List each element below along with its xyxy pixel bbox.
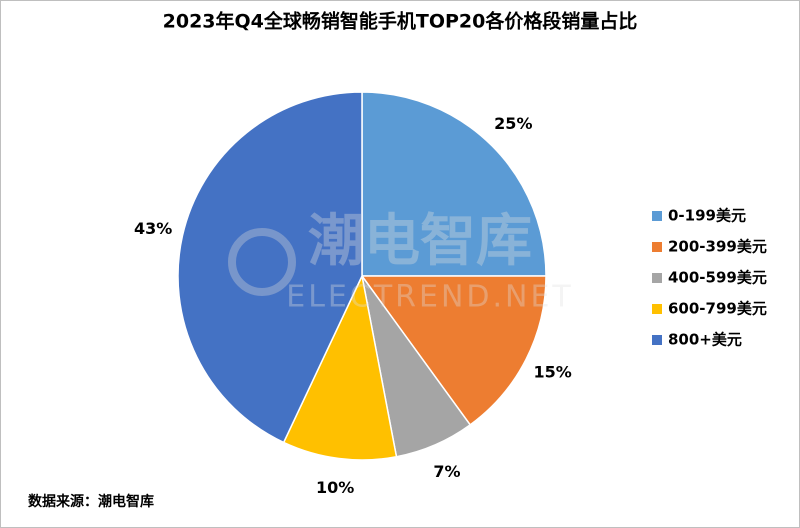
- pie-slice: [360, 275, 547, 426]
- pie: [177, 91, 547, 461]
- legend-swatch: [652, 273, 662, 283]
- pie-slice: [361, 91, 547, 277]
- legend-label: 200-399美元: [668, 238, 767, 256]
- data-label: 43%: [134, 219, 172, 238]
- watermark-text: 潮电智库: [308, 209, 532, 274]
- pie-slice: [177, 91, 363, 444]
- legend-swatch: [652, 304, 662, 314]
- legend-swatch: [652, 335, 662, 345]
- watermark-sub: ELECTREND.NET: [286, 280, 574, 315]
- watermark-logo: [228, 228, 296, 296]
- watermark: 潮电智库 ELECTREND.NET: [228, 209, 574, 315]
- pie-slice: [282, 273, 398, 461]
- legend-swatch: [652, 211, 662, 221]
- chart-title: 2023年Q4全球畅销智能手机TOP20各价格段销量占比: [163, 10, 638, 33]
- data-label: 7%: [433, 462, 460, 481]
- data-label: 15%: [534, 363, 572, 382]
- data-label: 10%: [316, 478, 354, 497]
- legend-label: 600-799美元: [668, 300, 767, 318]
- source: 数据来源：潮电智库: [28, 493, 154, 510]
- data-label: 25%: [494, 114, 532, 133]
- legend-label: 400-599美元: [668, 269, 767, 287]
- legend-swatch: [652, 242, 662, 252]
- legend-label: 0-199美元: [668, 207, 746, 225]
- legend-label: 800+美元: [668, 331, 742, 349]
